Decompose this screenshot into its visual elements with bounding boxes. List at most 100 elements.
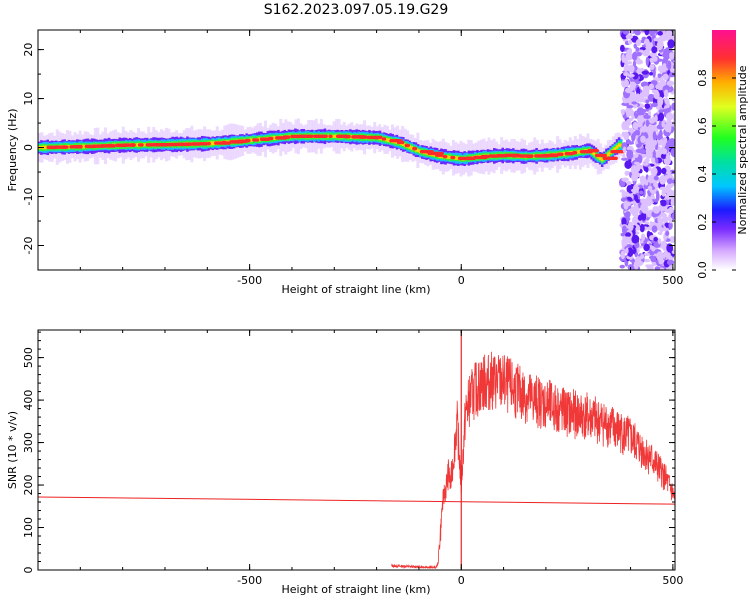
spectrogram-noise xyxy=(668,221,673,230)
spectrogram-ticks: -500 0 500 -20 -10 0 10 20 xyxy=(22,30,683,287)
spectrogram-peak xyxy=(595,153,607,158)
spectrogram-peak xyxy=(267,136,274,141)
spectrogram-noise xyxy=(639,165,644,170)
spectrogram-noise xyxy=(654,198,659,203)
spectrogram-noise xyxy=(660,199,667,207)
spectrogram-ylabel: Frequency (Hz) xyxy=(6,109,19,192)
spectrogram-noise xyxy=(620,44,625,53)
spectrogram-noise xyxy=(622,146,627,154)
spectrogram-noise xyxy=(661,189,666,197)
spectrogram-noise xyxy=(643,252,650,257)
spectrogram-noise xyxy=(670,147,675,158)
spectrogram-noise xyxy=(636,260,644,266)
spectrogram-noise xyxy=(666,259,675,266)
spectrogram-cell xyxy=(272,136,276,140)
spectrogram-noise xyxy=(621,239,626,249)
spectrogram-noise xyxy=(644,158,650,164)
snr-ytick-label: 500 xyxy=(22,347,35,368)
spectrogram-noise xyxy=(642,162,649,166)
spectrogram-noise xyxy=(666,80,675,86)
spectrogram-noise xyxy=(651,102,658,108)
spectrogram-cell xyxy=(562,151,566,156)
spectrogram-noise xyxy=(620,109,625,116)
spectrogram-noise xyxy=(621,142,628,150)
spectrogram-cell xyxy=(617,143,621,147)
spectrogram-noise xyxy=(647,111,652,116)
spectrogram-noise xyxy=(631,132,636,142)
spectrogram-noise xyxy=(626,119,631,123)
spectrogram-peak xyxy=(137,143,144,147)
spectrogram-noise xyxy=(649,52,653,57)
spectrogram-noise xyxy=(661,120,666,128)
spectrogram-cell xyxy=(44,145,47,150)
spectrogram-noise xyxy=(664,194,672,200)
spectrogram-xtick-label: 0 xyxy=(458,274,465,287)
spectrogram-noise xyxy=(623,71,630,77)
spectrogram-noise xyxy=(631,101,638,105)
spectrogram-noise xyxy=(653,236,658,242)
spectrogram-noise xyxy=(648,83,655,90)
spectrogram-cell xyxy=(619,143,623,147)
spectrogram-noise xyxy=(621,177,629,182)
spectrogram-ytick-label: 10 xyxy=(22,92,35,106)
spectrogram-peak xyxy=(183,142,194,146)
spectrogram-noise xyxy=(650,167,658,176)
spectrogram-cell xyxy=(387,138,390,143)
spectrogram-noise xyxy=(629,201,637,205)
spectrogram-noise xyxy=(621,102,630,106)
spectrogram-noise xyxy=(667,39,675,49)
spectrogram-noise xyxy=(625,247,629,254)
spectrogram-noise xyxy=(666,243,674,253)
spectrogram-peak xyxy=(282,135,291,139)
spectrogram-noise xyxy=(664,208,672,214)
spectrogram-noise xyxy=(623,131,630,141)
spectrogram-noise xyxy=(644,30,650,36)
spectrogram-cell xyxy=(143,143,147,147)
spectrogram-cell xyxy=(600,158,604,162)
spectrogram-peak xyxy=(480,154,490,159)
spectrogram-noise xyxy=(635,209,639,219)
spectrogram-noise xyxy=(635,39,642,47)
spectrogram-noise xyxy=(627,61,632,65)
snr-reference-line xyxy=(38,496,675,505)
spectrogram-noise xyxy=(653,90,660,100)
spectrogram-noise xyxy=(646,127,654,131)
spectrogram-noise xyxy=(648,72,653,76)
spectrogram-noise xyxy=(624,232,632,238)
spectrogram-noise xyxy=(654,114,658,123)
spectrogram-noise xyxy=(661,148,668,155)
spectrogram-noise xyxy=(668,137,675,148)
spectrogram-noise xyxy=(653,180,658,188)
spectrogram-noise xyxy=(663,227,670,232)
spectrogram-noise xyxy=(626,181,632,186)
spectrogram-noise xyxy=(659,186,666,191)
spectrogram-noise xyxy=(659,227,664,233)
spectrogram-noise xyxy=(651,46,658,54)
spectrogram-noise xyxy=(636,248,640,253)
spectrogram-peak xyxy=(61,145,67,149)
spectrogram-noise xyxy=(641,70,650,75)
colorbar-tick-label: 0.2 xyxy=(696,213,709,231)
spectrogram-noise xyxy=(645,42,651,53)
spectrogram-cell xyxy=(82,144,85,149)
spectrogram-ytick-label: -20 xyxy=(22,237,35,255)
spectrogram-noise xyxy=(626,104,634,109)
spectrogram-noise xyxy=(658,267,665,270)
spectrogram-cell xyxy=(446,155,449,159)
spectrogram-noise xyxy=(668,72,675,78)
spectrogram-ytick-label: 20 xyxy=(22,43,35,57)
spectrogram-noise xyxy=(645,99,650,104)
spectrogram-noise xyxy=(635,148,644,153)
spectrogram-noise xyxy=(627,66,633,73)
spectrogram-cell xyxy=(607,152,610,157)
spectrogram-cell xyxy=(67,145,71,149)
snr-ytick-label: 200 xyxy=(22,475,35,496)
spectrogram-noise xyxy=(640,253,645,260)
spectrogram-noise xyxy=(663,136,668,144)
spectrogram-noise xyxy=(639,223,645,233)
spectrogram-peak xyxy=(130,143,136,147)
snr-xtick-label: 0 xyxy=(458,574,465,587)
colorbar-ticks: 0.0 0.2 0.4 0.6 0.8 xyxy=(696,69,736,279)
spectrogram-noise xyxy=(627,39,633,45)
snr-series-line xyxy=(391,351,675,570)
